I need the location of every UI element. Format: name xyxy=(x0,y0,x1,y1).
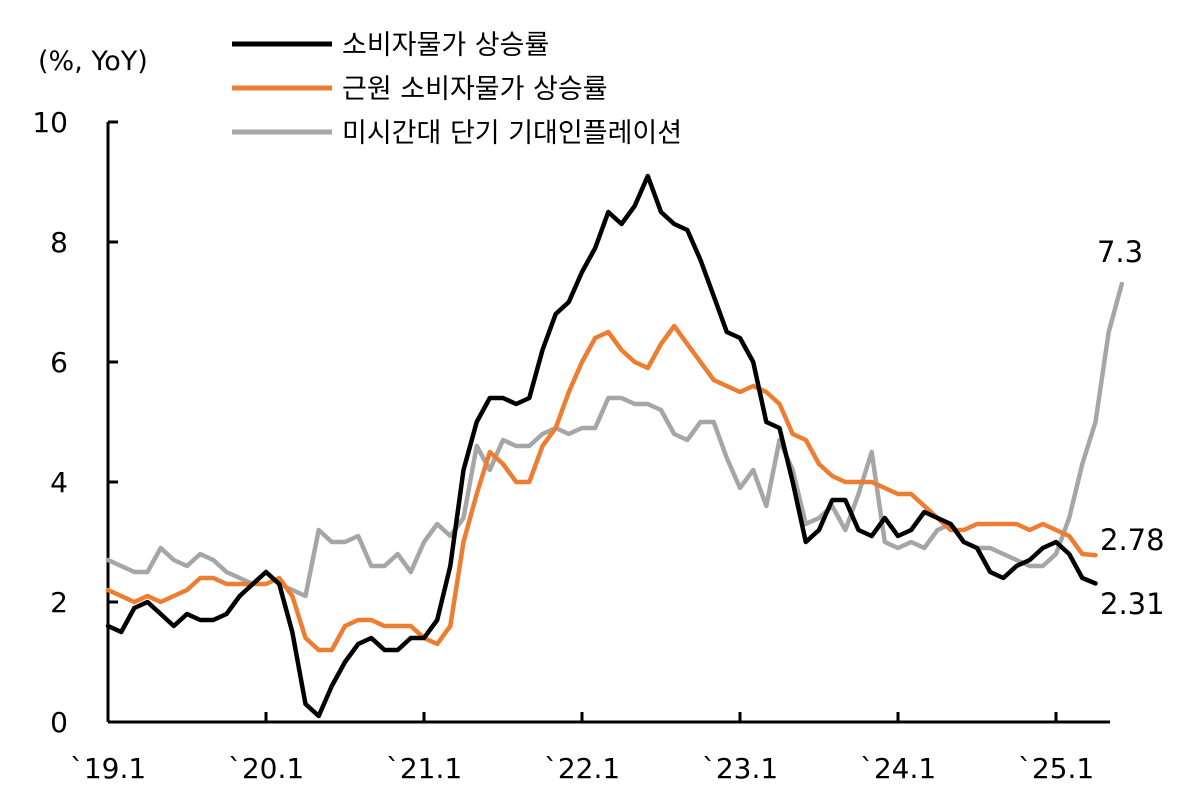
legend-item-michigan: 미시간대 단기 기대인플레이션 xyxy=(232,118,682,149)
x-tick-label: `20.1 xyxy=(228,752,304,785)
y-axis: 0 2 4 6 8 10 xyxy=(32,106,118,739)
end-label-michigan: 7.3 xyxy=(1097,235,1143,269)
x-tick-label: `24.1 xyxy=(860,752,936,785)
legend-label-cpi: 소비자물가 상승률 xyxy=(342,30,549,61)
y-tick-label: 2 xyxy=(50,586,68,619)
series-line-michigan xyxy=(105,281,1125,599)
series-line-core-cpi xyxy=(105,323,1098,653)
x-tick-label: `19.1 xyxy=(70,752,146,785)
x-tick-label: `22.1 xyxy=(544,752,620,785)
end-label-cpi: 2.31 xyxy=(1100,587,1165,621)
y-tick-label: 6 xyxy=(50,346,68,379)
end-label-core-cpi: 2.78 xyxy=(1100,523,1165,557)
x-tick-label: `23.1 xyxy=(702,752,778,785)
x-tick-label: `25.1 xyxy=(1018,752,1094,785)
end-labels: 2.31 2.78 7.3 xyxy=(1097,235,1165,621)
legend-label-michigan: 미시간대 단기 기대인플레이션 xyxy=(342,118,682,149)
y-tick-label: 8 xyxy=(50,226,68,259)
y-unit-label: (%, YoY) xyxy=(38,46,148,77)
y-tick-label: 10 xyxy=(32,106,68,139)
x-axis: `19.1 `20.1 `21.1 `22.1 `23.1 `24.1 `25.1 xyxy=(70,712,1110,785)
x-tick-label: `21.1 xyxy=(386,752,462,785)
series-lines xyxy=(105,173,1125,719)
legend-item-core-cpi: 근원 소비자물가 상승률 xyxy=(232,74,608,105)
y-tick-label: 4 xyxy=(50,466,68,499)
legend-item-cpi: 소비자물가 상승률 xyxy=(232,30,549,61)
y-tick-label: 0 xyxy=(50,706,68,739)
series-line-cpi xyxy=(105,173,1098,719)
legend-label-core-cpi: 근원 소비자물가 상승률 xyxy=(342,74,608,105)
legend: 소비자물가 상승률 근원 소비자물가 상승률 미시간대 단기 기대인플레이션 xyxy=(232,30,682,149)
